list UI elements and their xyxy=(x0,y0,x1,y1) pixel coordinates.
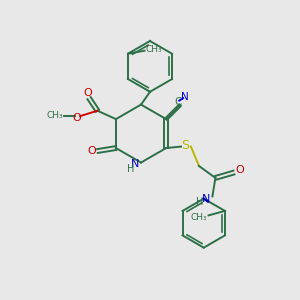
Text: H: H xyxy=(196,197,204,207)
Text: N: N xyxy=(131,159,139,169)
Text: H: H xyxy=(127,164,134,173)
Text: CH₃: CH₃ xyxy=(191,213,207,222)
Text: O: O xyxy=(83,88,92,98)
Text: CH₃: CH₃ xyxy=(145,45,162,54)
Text: C: C xyxy=(174,97,182,107)
Text: S: S xyxy=(182,140,190,152)
Text: N: N xyxy=(182,92,189,102)
Text: O: O xyxy=(87,146,96,156)
Text: CH₃: CH₃ xyxy=(46,111,63,120)
Text: O: O xyxy=(235,165,244,175)
Text: O: O xyxy=(72,112,81,123)
Text: N: N xyxy=(202,194,210,204)
